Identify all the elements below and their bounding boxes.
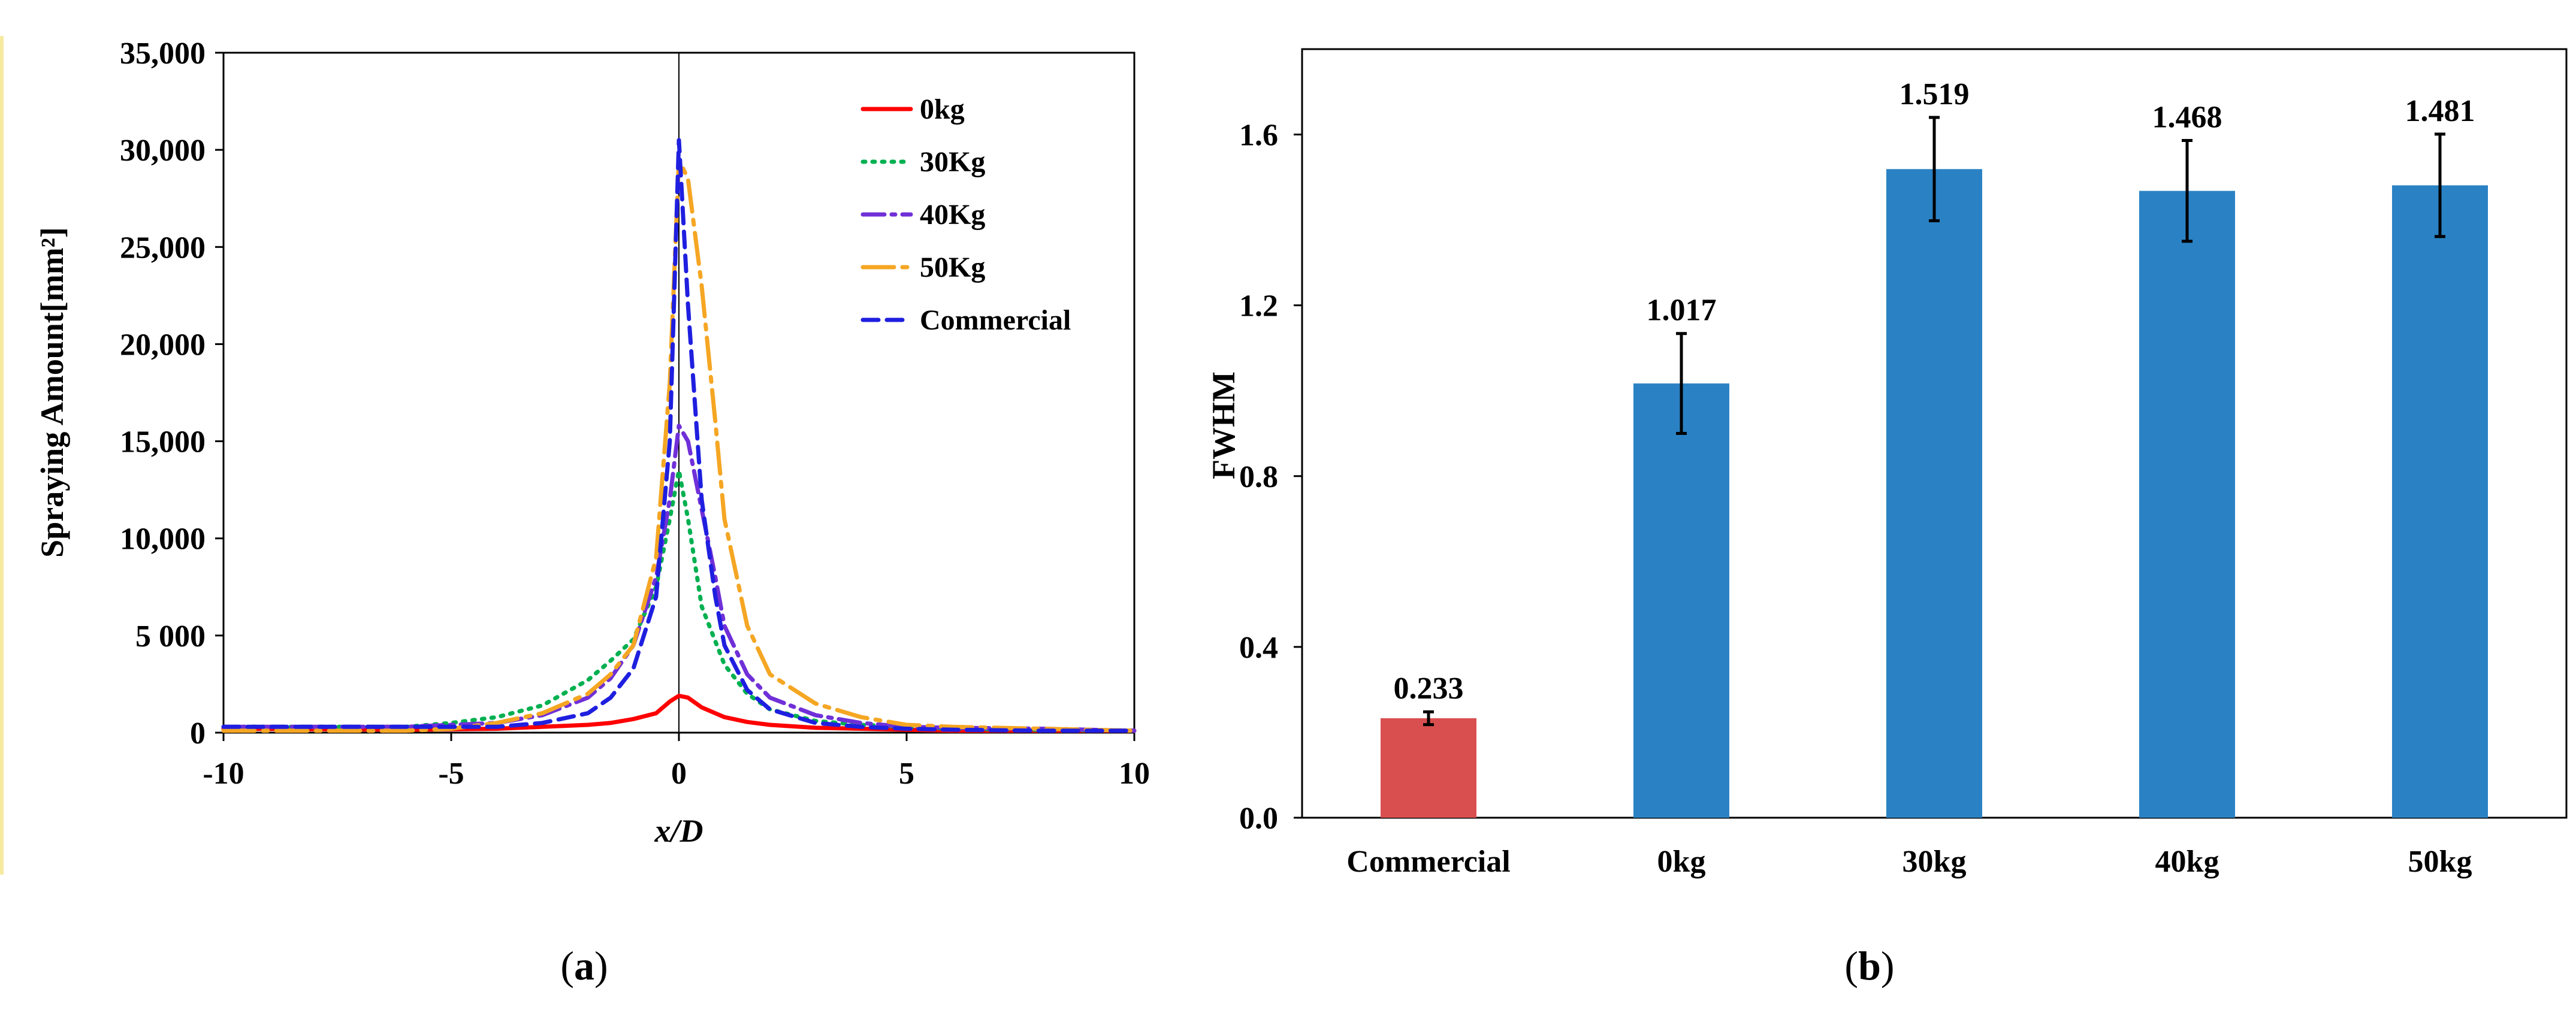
bar-30kg [1886,169,1982,818]
category-label-50kg: 50kg [2408,845,2472,879]
x-axis-label-a-rest: /D [669,813,703,849]
line-chart-panel-a: 0 5 000 10,000 15,000 20,000 25,000 30,000 35,0… [34,37,1150,988]
series-line-commercial [221,138,1137,733]
y-ticks-b: 0.0 0.4 0.8 1.2 1.6 [1239,119,1302,836]
y-tick-label-b: 0.0 [1239,802,1278,836]
legend-label-commercial: Commercial [920,304,1071,336]
y-tick-label-b: 1.6 [1239,119,1278,153]
bar-0kg [1633,383,1729,818]
x-tick-label-a: -10 [203,757,244,791]
x-axis-label-a: x/D [654,813,703,849]
category-label-0kg: 0kg [1657,845,1706,879]
y-tick-label-a: 25,000 [120,231,206,265]
y-axis-label-b: FWHM [1206,371,1242,479]
data-label-50kg: 1.481 [2405,94,2475,128]
caption-a-letter: a [574,943,594,988]
y-tick-label-b: 0.8 [1239,460,1278,494]
legend-label-30kg: 30Kg [920,146,985,178]
x-ticks-a: -10 -5 0 5 10 [203,733,1150,791]
caption-b: (b) [1844,943,1894,988]
x-tick-label-a: 5 [899,757,914,791]
x-tick-label-a: 0 [671,757,687,791]
bar-40kg [2139,190,2235,818]
left-edge-accent [0,36,4,875]
caption-b-letter: b [1858,943,1881,988]
y-tick-label-b: 0.4 [1239,631,1278,665]
y-ticks-a: 0 5 000 10,000 15,000 20,000 25,000 30,000 35,0… [120,37,224,751]
y-tick-label-a: 5 000 [135,619,206,654]
y-tick-label-a: 15,000 [120,425,206,459]
data-label-30kg: 1.519 [1899,77,1970,111]
legend-label-40kg: 40Kg [920,199,985,231]
y-tick-label-a: 20,000 [120,328,206,362]
x-axis-label-a-italic: x [654,813,671,849]
y-tick-label-a: 30,000 [120,134,206,168]
caption-a: (a) [560,943,608,988]
category-label-30kg: 30kg [1902,845,1967,879]
bar-50kg [2392,185,2488,818]
bars-b: 0.233 Commercial 1.017 0kg 1.519 30kg 1.468 40k… [1346,77,2488,879]
category-label-40kg: 40kg [2155,845,2219,879]
data-label-40kg: 1.468 [2152,101,2222,135]
y-tick-label-b: 1.2 [1239,289,1278,323]
y-axis-label-a: Spraying Amount[mm²] [34,227,70,558]
legend-label-50kg: 50Kg [920,252,985,283]
legend-label-0kg: 0kg [920,93,965,125]
bar-chart-panel-b: 0.0 0.4 0.8 1.2 1.6 0.233 Commercial 1.017 0kg 1… [1206,48,2568,988]
series-lines-a [221,138,1137,733]
series-line-50kg [221,157,1137,733]
y-tick-label-a: 35,000 [120,37,206,71]
bar-commercial [1381,718,1476,818]
x-tick-label-a: -5 [438,757,464,791]
legend-a: 0kg 30Kg 40Kg 50Kg Commercial [860,93,1071,336]
y-tick-label-a: 10,000 [120,522,206,557]
series-line-0kg [221,693,1137,733]
data-label-0kg: 1.017 [1647,294,1717,328]
data-label-commercial: 0.233 [1394,672,1464,706]
category-label-commercial: Commercial [1346,845,1510,879]
y-tick-label-a: 0 [190,716,206,751]
x-tick-label-a: 10 [1119,757,1150,791]
